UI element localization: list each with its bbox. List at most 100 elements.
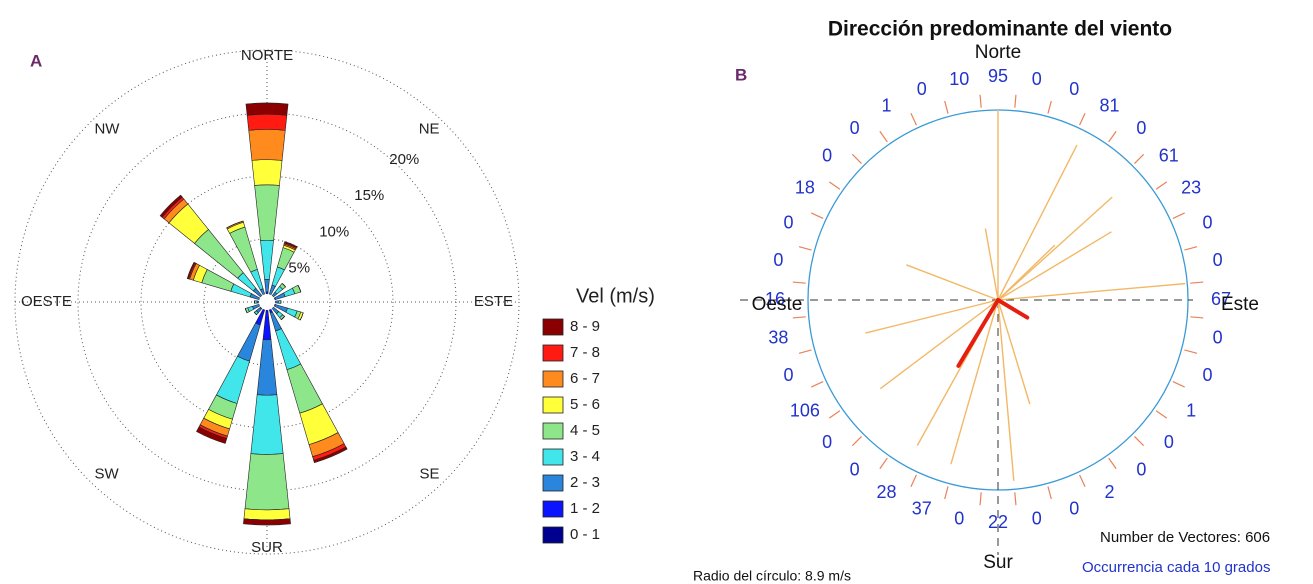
rim-tick [1190, 316, 1204, 319]
vector [997, 299, 1015, 481]
count-label: 1 [881, 96, 891, 116]
vector [997, 231, 1112, 301]
legend-title: Vel (m/s) [576, 285, 655, 307]
bar-segment [254, 312, 257, 315]
legend-label: 0 - 1 [570, 526, 600, 543]
vector-count: Number de Vectores: 606 [1100, 529, 1270, 546]
resultant-vector [996, 298, 1030, 320]
rim-tick [1134, 436, 1145, 447]
rim-tick [828, 410, 841, 419]
rim-tick [979, 94, 982, 108]
rim-tick [910, 474, 917, 487]
count-label: 23 [1181, 177, 1201, 197]
vector [984, 228, 999, 301]
vector [879, 299, 999, 390]
vector [950, 299, 999, 465]
direction-label: Este [1221, 294, 1259, 315]
direction-label: SE [420, 466, 440, 483]
count-label: 0 [1069, 498, 1079, 518]
legend-label: 6 - 7 [570, 370, 600, 387]
bar-segment [254, 300, 258, 304]
bar-segment [243, 508, 291, 521]
vector [997, 244, 1056, 301]
bar-segment [251, 159, 283, 186]
rim-tick [792, 281, 806, 284]
bar-segment [248, 129, 286, 161]
vector [997, 299, 1031, 405]
bar-segment [196, 426, 228, 444]
direction-label: ESTE [474, 293, 513, 310]
rim-tick [1014, 94, 1017, 108]
direction-label: SW [94, 466, 119, 483]
direction-label: SUR [251, 539, 283, 556]
legend-swatch [542, 474, 564, 492]
r-tick-label: 5% [288, 260, 310, 277]
vector [906, 264, 999, 301]
bar-segment [297, 284, 302, 293]
count-label: 18 [795, 177, 815, 197]
bar-segment [281, 316, 285, 320]
legend-swatch [542, 318, 564, 336]
count-label: 61 [1159, 145, 1179, 165]
bar-segment [244, 308, 248, 313]
r-tick-label: 20% [389, 151, 419, 168]
count-label: 0 [822, 432, 832, 452]
rim-tick [1079, 474, 1086, 487]
direction-label: NORTE [241, 47, 293, 64]
rim-tick [1155, 181, 1168, 190]
count-label: 95 [988, 66, 1008, 86]
direction-label: Oeste [752, 294, 803, 315]
count-label: 0 [1213, 250, 1223, 270]
legend-swatch [542, 370, 564, 388]
radius-note: Radio del círculo: 8.9 m/s [693, 568, 851, 584]
chart-title: Dirección predominante del viento [828, 18, 1172, 41]
legend-swatch [542, 526, 564, 544]
grid-ring [14, 49, 520, 555]
rim-tick [851, 153, 862, 164]
grid-ring [140, 175, 394, 429]
direction-label: NW [94, 120, 120, 137]
count-label: 0 [773, 250, 783, 270]
rim-tick [1108, 130, 1117, 143]
vector [865, 299, 999, 334]
direction-label: OESTE [21, 293, 72, 310]
count-label: 2 [1104, 482, 1114, 502]
count-label: 0 [1203, 365, 1213, 385]
rim-tick [811, 212, 824, 219]
rim-tick [1079, 113, 1086, 126]
direction-label: Sur [983, 552, 1013, 573]
legend-label: 8 - 9 [570, 318, 600, 335]
rim-tick [811, 381, 824, 388]
resultant-vector [956, 298, 1000, 368]
rim-tick [1155, 410, 1168, 419]
bar-segment [159, 194, 183, 218]
rim-tick [1047, 486, 1052, 500]
count-label: 67 [1211, 289, 1231, 309]
bar-segment [186, 261, 196, 280]
vector [997, 282, 1186, 301]
legend-swatch [542, 500, 564, 518]
legend-swatch [542, 344, 564, 362]
rim-tick [879, 130, 888, 143]
legend-label: 7 - 8 [570, 344, 600, 361]
count-label: 0 [917, 79, 927, 99]
count-label: 16 [765, 289, 785, 309]
panel-label: A [30, 51, 42, 70]
count-label: 37 [912, 498, 932, 518]
count-label: 22 [988, 512, 1008, 532]
count-label: 0 [1032, 508, 1042, 528]
rim-tick [910, 113, 917, 126]
direction-label: NE [419, 120, 440, 137]
rim-tick [1184, 246, 1198, 251]
rim-tick [1047, 100, 1052, 114]
count-label: 0 [1164, 432, 1174, 452]
count-label: 0 [1203, 212, 1213, 232]
count-label: 0 [850, 118, 860, 138]
legend-swatch [542, 396, 564, 414]
count-label: 10 [949, 69, 969, 89]
rim-tick [1014, 492, 1017, 506]
count-label: 28 [876, 482, 896, 502]
count-label: 0 [1032, 69, 1042, 89]
